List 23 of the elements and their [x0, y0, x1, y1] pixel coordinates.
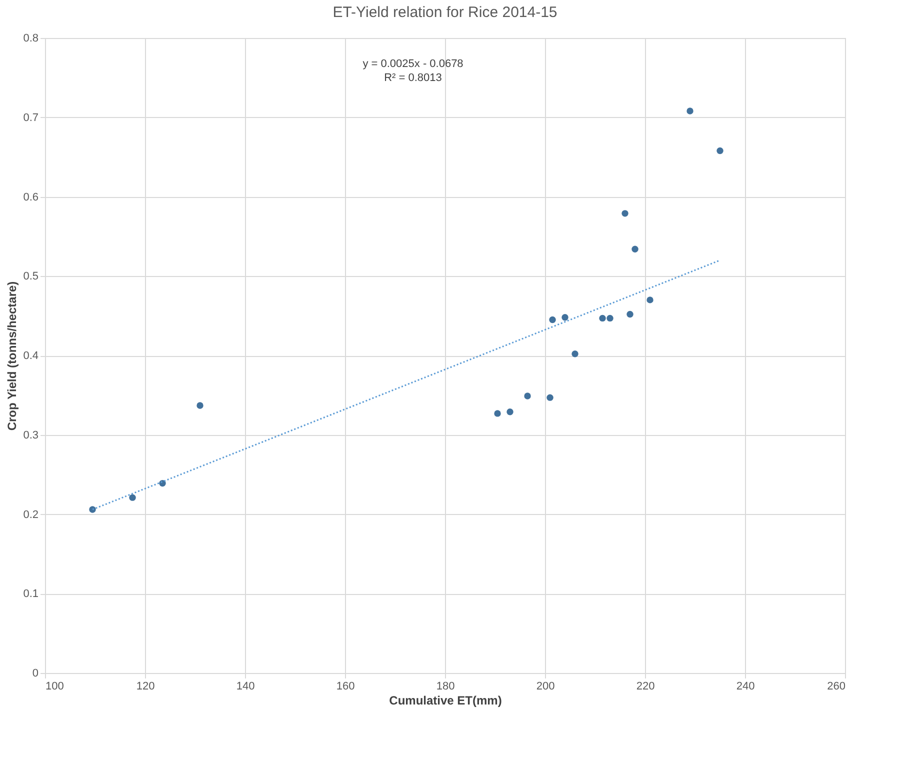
annotation: y = 0.0025x - 0.0678 [362, 58, 464, 70]
y-tick-label: 0.5 [23, 270, 38, 283]
x-tick-label: 120 [136, 680, 155, 692]
x-tick-label: 220 [636, 680, 655, 692]
y-tick-label: 0 [32, 668, 38, 680]
y-tick-label: 0.1 [23, 588, 38, 600]
x-tick-label: 160 [336, 680, 355, 692]
y-axis-title: Crop Yield (tonns/hectare) [5, 281, 20, 431]
x-tick-label: 240 [736, 680, 755, 692]
x-tick-label: 200 [536, 680, 555, 692]
chart-title: ET-Yield relation for Rice 2014-15 [332, 4, 558, 21]
y-tick-label: 0.3 [23, 429, 38, 442]
annotation: R² = 0.8013 [384, 72, 442, 84]
y-tick-label: 0.7 [23, 112, 38, 124]
y-tick-label: 0.4 [23, 350, 38, 362]
x-tick-label: 180 [436, 680, 455, 692]
x-tick-label: 140 [236, 680, 255, 692]
x-tick-label: 260 [827, 680, 846, 692]
y-tick-label: 0.2 [23, 508, 38, 521]
y-tick-label: 0.6 [23, 191, 38, 204]
x-axis-title: Cumulative ET(mm) [389, 694, 502, 708]
x-tick-label: 100 [46, 680, 64, 692]
y-tick-label: 0.8 [23, 32, 38, 44]
